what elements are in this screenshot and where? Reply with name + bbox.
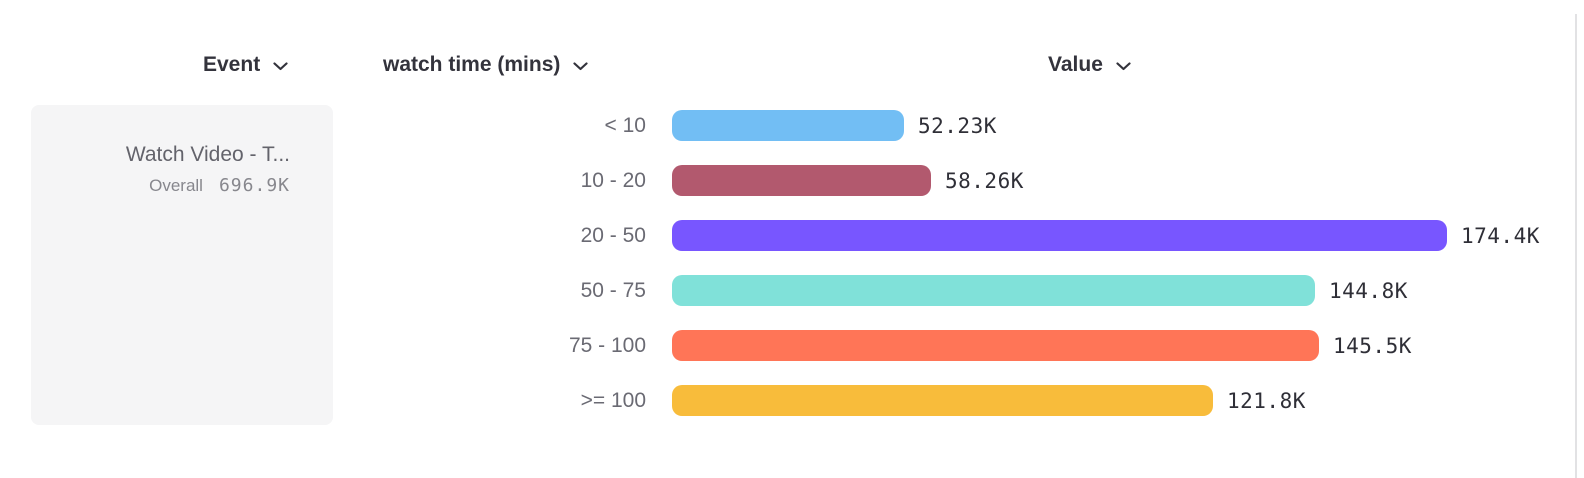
bar-track: 144.8K [672, 275, 1408, 306]
chevron-down-icon [1116, 62, 1131, 71]
column-header-event-label: Event [203, 53, 261, 76]
event-name: Watch Video - T... [125, 143, 290, 166]
column-header-breakdown-label: watch time (mins) [383, 53, 561, 76]
bar-value-label: 52.23K [918, 113, 997, 138]
column-header-value-label: Value [1048, 53, 1103, 76]
bar-value-label: 121.8K [1227, 388, 1306, 413]
chevron-down-icon [573, 62, 588, 71]
bar-value-label: 144.8K [1329, 278, 1408, 303]
overall-value: 696.9K [218, 175, 290, 197]
bar-track: 52.23K [672, 110, 997, 141]
bar[interactable] [672, 220, 1447, 251]
column-header-event[interactable]: Event [203, 53, 288, 77]
bar-track: 174.4K [672, 220, 1540, 251]
bar-track: 58.26K [672, 165, 1024, 196]
bar[interactable] [672, 275, 1315, 306]
pane-divider [1575, 14, 1577, 478]
event-overall-row: Overall 696.9K [31, 175, 290, 196]
bar-category-label: 20 - 50 [580, 223, 646, 247]
bar-chart: < 10 52.23K 10 - 20 58.26K 20 - 50 174.4… [0, 98, 1570, 428]
bar-row: 75 - 100 145.5K [0, 318, 1570, 373]
chevron-down-icon [273, 62, 288, 71]
bar-row: >= 100 121.8K [0, 373, 1570, 428]
bar-track: 145.5K [672, 330, 1412, 361]
bar-category-label: < 10 [604, 113, 646, 137]
overall-label: Overall [149, 176, 203, 196]
column-header-value[interactable]: Value [1048, 53, 1131, 77]
bar[interactable] [672, 110, 904, 141]
bar-category-label: 50 - 75 [580, 278, 646, 302]
bar-row: < 10 52.23K [0, 98, 1570, 153]
bar[interactable] [672, 330, 1319, 361]
bar-value-label: 58.26K [945, 168, 1024, 193]
bar-value-label: 145.5K [1333, 333, 1412, 358]
bar-category-label: 10 - 20 [580, 168, 646, 192]
column-header-breakdown[interactable]: watch time (mins) [383, 53, 588, 77]
bar-value-label: 174.4K [1461, 223, 1540, 248]
bar-row: 20 - 50 174.4K [0, 208, 1570, 263]
bar-category-label: >= 100 [580, 388, 646, 412]
event-legend-card[interactable]: Watch Video - T... Overall 696.9K [31, 105, 333, 425]
bar[interactable] [672, 165, 931, 196]
bar[interactable] [672, 385, 1213, 416]
bar-track: 121.8K [672, 385, 1306, 416]
bar-row: 10 - 20 58.26K [0, 153, 1570, 208]
bar-row: 50 - 75 144.8K [0, 263, 1570, 318]
bar-category-label: 75 - 100 [568, 333, 646, 357]
